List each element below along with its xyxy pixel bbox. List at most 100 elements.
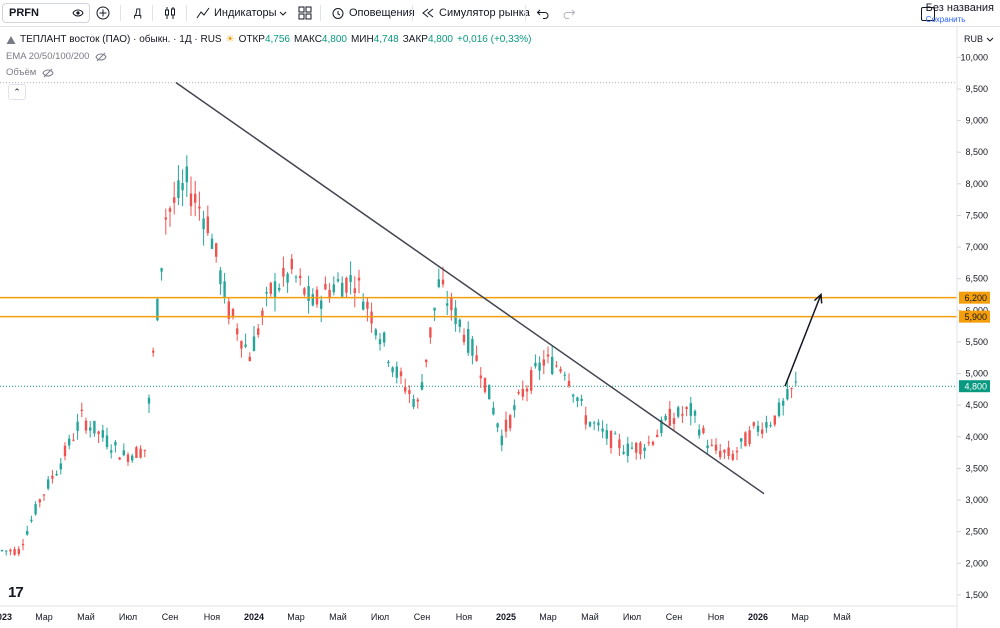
candle	[257, 324, 260, 338]
candle	[656, 429, 659, 438]
layout-name: Без названия	[925, 2, 994, 14]
candle	[181, 169, 184, 207]
rewind-icon	[422, 8, 434, 18]
candle	[206, 205, 209, 236]
time-tick-label: Ноя	[204, 612, 221, 622]
candle	[59, 458, 62, 475]
candle	[777, 398, 781, 418]
replay-button[interactable]: Симулятор рынка	[421, 5, 530, 21]
currency-selector[interactable]: RUB	[964, 34, 994, 44]
time-tick-label: Май	[329, 612, 347, 622]
candle	[30, 515, 33, 523]
ema-legend[interactable]: EMA 20/50/100/200	[6, 51, 108, 62]
eye-crossed-icon[interactable]	[42, 68, 54, 78]
ema-label: EMA 20/50/100/200	[6, 51, 90, 62]
high-label: МАКС	[293, 34, 322, 45]
undo-icon[interactable]	[536, 5, 550, 21]
candle	[559, 366, 562, 374]
chevron-down-icon	[986, 37, 994, 42]
eye-crossed-icon[interactable]	[95, 52, 108, 62]
chevron-down-icon[interactable]	[278, 5, 288, 21]
time-tick-label: 2023	[0, 612, 12, 622]
candle	[672, 412, 676, 431]
candle	[126, 452, 130, 466]
candle	[664, 413, 667, 422]
candle	[761, 422, 764, 439]
candle	[786, 379, 789, 401]
indicators-button[interactable]: Индикаторы	[196, 5, 277, 21]
price-tick-label: 2,000	[965, 558, 988, 568]
candle	[152, 347, 155, 357]
candle	[521, 380, 524, 401]
candle	[307, 275, 310, 314]
candle	[9, 548, 12, 556]
layout-name-block[interactable]: Без названия Сохранить	[926, 3, 994, 25]
symbol-search[interactable]: PRFN	[2, 3, 90, 23]
candle	[500, 429, 503, 452]
time-tick-label: 2024	[244, 612, 264, 622]
candle	[164, 208, 167, 235]
candle	[416, 397, 419, 409]
close-label: ЗАКР	[402, 34, 428, 45]
candle	[651, 440, 655, 447]
candle	[425, 359, 428, 368]
candle	[576, 396, 579, 408]
alerts-button[interactable]: Оповещения	[331, 5, 415, 21]
price-tick-label: 9,000	[965, 116, 988, 126]
time-tick-label: Июл	[119, 612, 137, 622]
candle	[412, 394, 415, 410]
candle	[189, 176, 193, 216]
candle	[328, 283, 331, 303]
candle	[345, 276, 348, 298]
candle	[101, 425, 104, 442]
axes: 10,000 9,500 9,000 8,500 8,000 7,500 7,000 6,50…	[0, 26, 990, 628]
candle	[97, 430, 100, 443]
open-value: 4,756	[264, 34, 290, 45]
candle	[122, 443, 125, 457]
candle	[80, 402, 83, 418]
candle	[702, 425, 705, 435]
candle	[614, 431, 617, 435]
candle	[202, 210, 205, 246]
candle	[278, 283, 281, 293]
layout-checkbox[interactable]	[921, 7, 935, 21]
candle	[714, 438, 718, 455]
price-tick-label: 7,000	[965, 242, 988, 252]
candle	[458, 318, 461, 333]
candle	[710, 439, 713, 447]
candle	[395, 361, 398, 384]
candle	[467, 321, 470, 356]
indicators-label: Индикаторы	[214, 7, 277, 19]
volume-legend[interactable]: Объём	[6, 67, 54, 78]
redo-icon[interactable]	[562, 5, 576, 21]
candle	[269, 281, 272, 297]
compare-icon[interactable]	[72, 7, 84, 22]
collapse-legend-button[interactable]: ⌃	[8, 84, 26, 100]
candle	[252, 326, 256, 352]
candle	[420, 373, 424, 391]
trendline	[175, 82, 765, 495]
price-tick-label: 5,500	[965, 337, 988, 347]
candle	[782, 397, 785, 416]
low-value: 4,748	[373, 34, 399, 45]
candle	[219, 266, 222, 295]
warning-icon	[6, 35, 16, 44]
candle	[378, 332, 382, 351]
time-tick-label: Май	[581, 612, 599, 622]
volume-label: Объём	[6, 67, 37, 78]
candle	[609, 430, 613, 454]
templates-icon[interactable]	[298, 5, 312, 21]
candle	[366, 297, 369, 322]
candle	[38, 498, 41, 508]
chart-type-icon[interactable]	[163, 5, 177, 21]
candle	[374, 327, 377, 340]
candle	[173, 181, 176, 215]
candle	[542, 350, 545, 375]
candle	[538, 356, 541, 380]
candle	[387, 359, 390, 368]
time-tick-label: Мар	[539, 612, 557, 622]
add-symbol-icon[interactable]	[96, 5, 110, 21]
interval-button[interactable]: Д	[134, 7, 142, 19]
candle	[727, 440, 730, 460]
